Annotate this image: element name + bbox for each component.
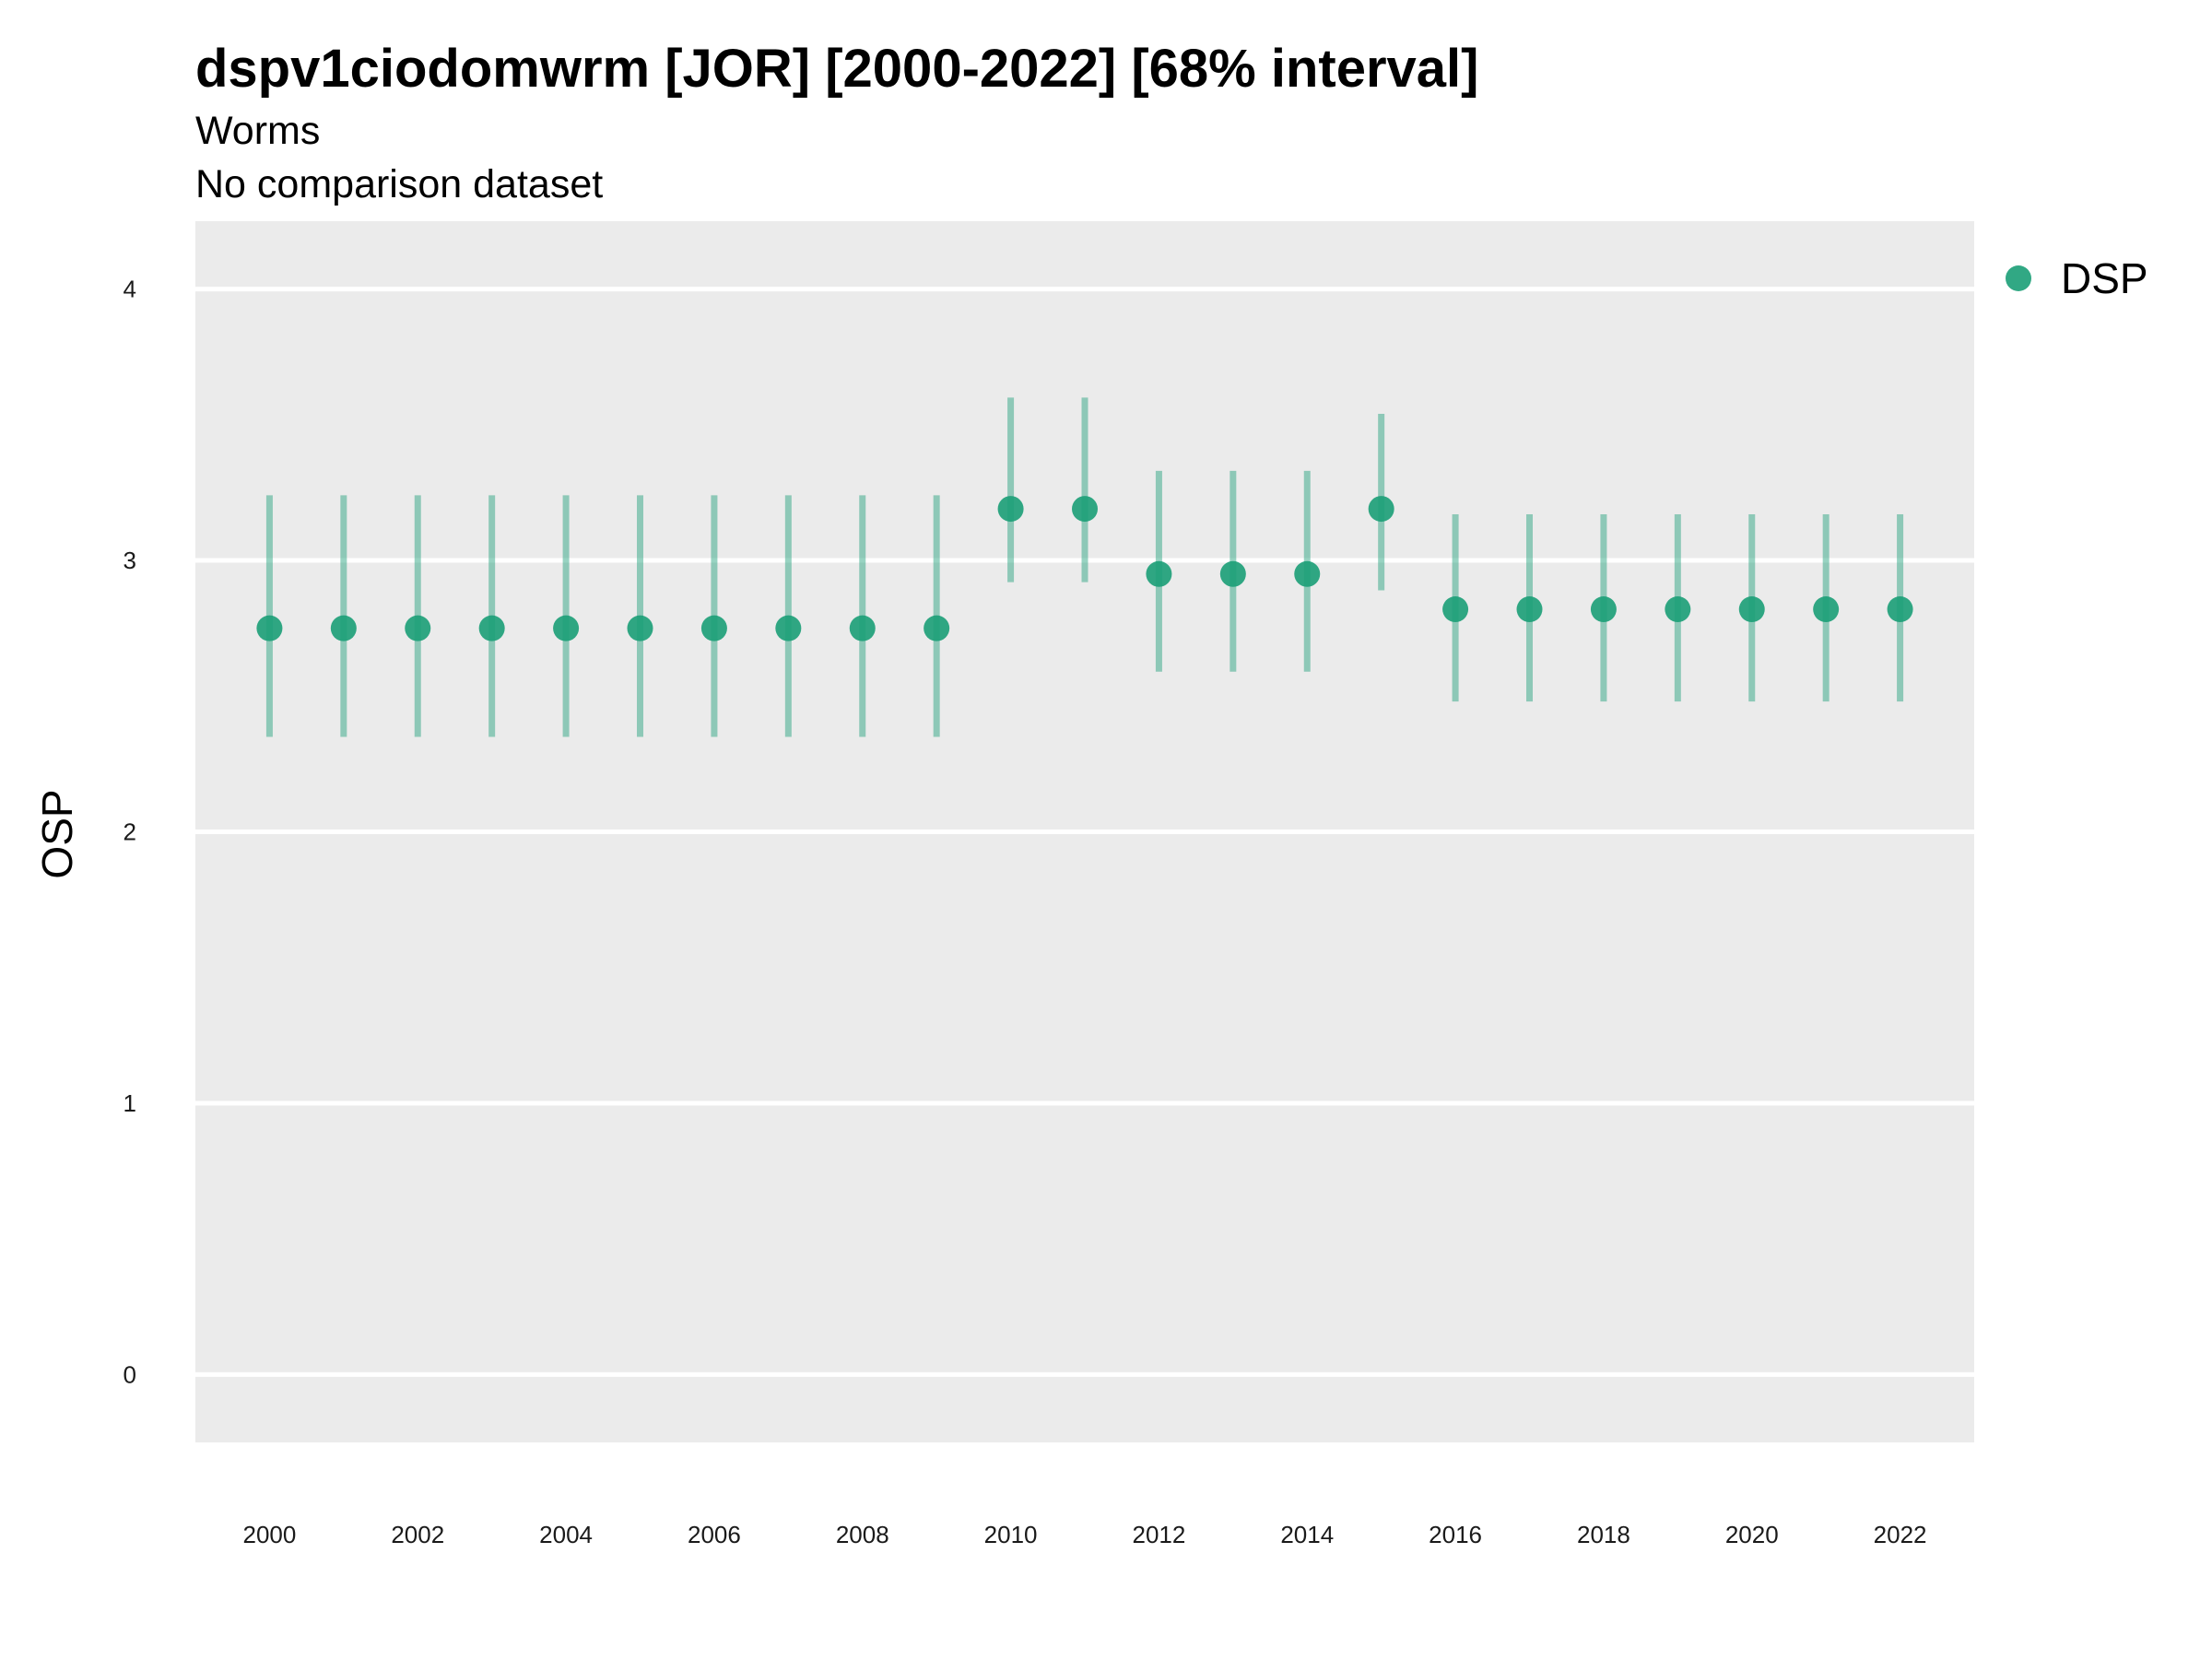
y-tick-label: 3 xyxy=(124,547,136,574)
data-point-2002 xyxy=(405,615,431,641)
y-tick-label: 0 xyxy=(124,1360,136,1388)
data-point-2014 xyxy=(1294,560,1321,587)
data-point-2019 xyxy=(1665,596,1691,623)
data-point-2000 xyxy=(256,615,283,641)
data-point-2005 xyxy=(627,615,653,641)
data-point-2013 xyxy=(1219,560,1246,587)
legend-label: DSP xyxy=(2061,254,2148,302)
data-point-2009 xyxy=(924,615,950,641)
data-point-2012 xyxy=(1146,560,1172,587)
x-tick-label: 2000 xyxy=(242,1521,296,1548)
x-axis-ticks: 2000 2002 2004 2006 2008 2010 2012 2014 2016 2018… xyxy=(242,1521,1926,1548)
data-marks xyxy=(256,397,1913,737)
x-tick-label: 2020 xyxy=(1725,1521,1779,1548)
y-axis-label: OSP xyxy=(33,789,81,878)
data-point-2010 xyxy=(997,496,1024,523)
data-point-2011 xyxy=(1072,496,1098,523)
x-tick-label: 2002 xyxy=(391,1521,444,1548)
x-tick-label: 2022 xyxy=(1874,1521,1927,1548)
x-tick-label: 2018 xyxy=(1577,1521,1630,1548)
x-tick-label: 2004 xyxy=(539,1521,593,1548)
x-tick-label: 2010 xyxy=(984,1521,1038,1548)
y-axis-ticks: 0 1 2 3 4 xyxy=(124,276,136,1389)
x-tick-label: 2008 xyxy=(836,1521,889,1548)
chart-title: dspv1ciodomwrm [JOR] [2000-2022] [68% in… xyxy=(195,39,1478,99)
chart-subtitle: Worms xyxy=(195,109,320,153)
legend: DSP xyxy=(2006,254,2148,302)
data-point-2020 xyxy=(1738,596,1765,623)
data-point-2015 xyxy=(1368,496,1394,523)
x-tick-label: 2014 xyxy=(1280,1521,1334,1548)
data-point-2021 xyxy=(1813,596,1840,623)
legend-marker xyxy=(2006,265,2031,291)
data-point-2008 xyxy=(849,615,876,641)
x-tick-label: 2016 xyxy=(1429,1521,1482,1548)
y-tick-label: 2 xyxy=(124,818,136,846)
data-point-2016 xyxy=(1442,596,1469,623)
data-point-2004 xyxy=(553,615,580,641)
data-point-2017 xyxy=(1516,596,1543,623)
gridlines xyxy=(195,287,1974,1377)
y-tick-label: 1 xyxy=(124,1089,136,1117)
y-tick-label: 4 xyxy=(124,276,136,303)
data-point-2022 xyxy=(1887,596,1913,623)
x-tick-label: 2006 xyxy=(688,1521,741,1548)
data-point-2003 xyxy=(478,615,505,641)
data-point-2007 xyxy=(775,615,802,641)
chart-caption: No comparison dataset xyxy=(195,162,603,206)
data-point-2006 xyxy=(700,615,727,641)
data-point-2001 xyxy=(330,615,357,641)
data-point-2018 xyxy=(1590,596,1617,623)
x-tick-label: 2012 xyxy=(1132,1521,1185,1548)
